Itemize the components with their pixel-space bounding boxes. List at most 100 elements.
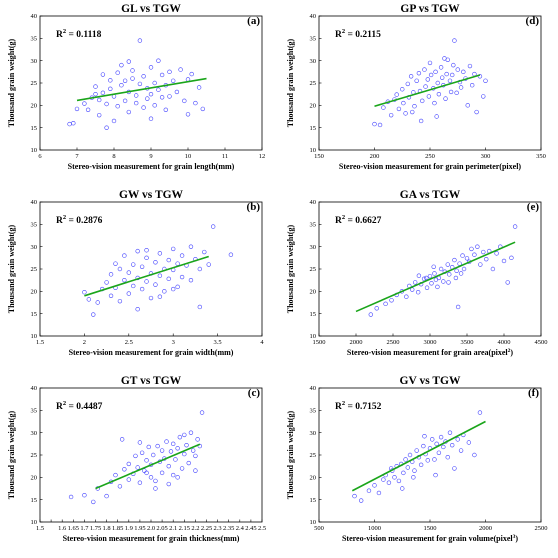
data-point	[425, 458, 430, 463]
x-tick-label: 1.75	[90, 525, 101, 532]
x-tick-label: 1.8	[103, 525, 111, 532]
y-axis-label: Thousand grain weight(g)	[7, 410, 16, 499]
x-axis-label: Stereo-vision measurement for grain peri…	[339, 162, 522, 171]
data-point	[461, 266, 467, 272]
data-point	[157, 251, 163, 256]
data-point	[381, 477, 386, 482]
data-point	[447, 430, 453, 435]
x-tick-label: 2000	[479, 525, 492, 532]
data-point	[164, 439, 169, 444]
data-point	[67, 121, 72, 127]
data-point	[494, 251, 499, 256]
data-point	[396, 478, 402, 484]
x-tick-label: 3	[172, 339, 175, 346]
y-tick-label: 15	[31, 497, 38, 504]
data-point	[381, 105, 386, 110]
data-point	[445, 455, 450, 460]
y-tick-label: 25	[310, 80, 317, 87]
data-point	[372, 483, 377, 488]
data-point	[86, 297, 92, 302]
y-tick-label: 30	[310, 244, 317, 251]
data-point	[166, 463, 171, 469]
y-tick-label: 30	[31, 430, 38, 437]
panel-tag: (c)	[248, 387, 261, 399]
data-point	[461, 69, 466, 75]
data-point	[435, 80, 440, 86]
x-tick-label: 2.15	[179, 525, 190, 532]
data-point	[460, 253, 465, 258]
data-point	[414, 78, 419, 83]
data-point	[202, 249, 207, 255]
x-tick-label: 2.25	[201, 525, 212, 532]
data-point	[122, 98, 128, 104]
x-tick-label: 2.35	[223, 525, 234, 532]
data-point	[466, 440, 472, 445]
data-point	[431, 264, 436, 269]
data-point	[478, 262, 483, 267]
data-point	[199, 410, 205, 415]
data-point	[119, 437, 125, 442]
data-point	[82, 492, 87, 498]
data-point	[186, 460, 191, 466]
data-point	[389, 298, 394, 303]
data-point	[427, 60, 433, 66]
data-point	[134, 93, 139, 98]
data-point	[189, 71, 194, 77]
data-point	[159, 72, 165, 78]
x-tick-label: 2.5	[125, 339, 133, 346]
x-tick-label: 4	[260, 339, 264, 346]
data-point	[358, 498, 364, 503]
data-point	[415, 290, 421, 295]
y-tick-label: 30	[31, 244, 38, 251]
data-point	[352, 493, 357, 499]
scatter-chart: GW vs TGW (b) R2 = 0.2876 1.5 2 2.5 3 3.5 4 10 15 2…	[7, 189, 264, 357]
data-point	[137, 480, 143, 485]
y-tick-label: 40	[310, 199, 317, 206]
x-tick-label: 2000	[350, 339, 363, 346]
scatter-chart: GP vs TGW (d) R2 = 0.2115 150 200 250 300 350 10…	[286, 3, 546, 171]
data-point	[383, 301, 388, 307]
chart-title: GT vs TGW	[121, 375, 182, 387]
data-point	[119, 83, 124, 88]
data-point	[420, 98, 425, 104]
data-point	[177, 434, 183, 440]
data-point	[144, 279, 149, 284]
data-point	[146, 444, 151, 450]
data-point	[115, 104, 120, 109]
data-point	[157, 273, 163, 278]
data-point	[436, 91, 442, 97]
data-point	[447, 272, 452, 277]
data-point	[139, 286, 145, 292]
data-point	[481, 249, 486, 255]
data-point	[196, 85, 202, 90]
data-point	[104, 125, 109, 130]
data-point	[167, 94, 172, 99]
y-tick-label: 10	[31, 147, 38, 154]
data-point	[472, 452, 477, 458]
x-tick-label: 3500	[461, 339, 474, 346]
y-tick-label: 20	[31, 103, 38, 110]
data-point	[430, 437, 435, 442]
data-point	[413, 280, 418, 285]
data-point	[451, 62, 456, 68]
data-point	[443, 96, 448, 101]
x-tick-label: 1.9	[125, 525, 133, 532]
data-point	[188, 430, 194, 435]
x-tick-label: 1.5	[36, 339, 44, 346]
data-point	[131, 262, 136, 267]
y-tick-label: 30	[31, 58, 38, 65]
x-axis-label: Stereo-vision measurement for grain area…	[347, 348, 513, 357]
data-point	[188, 244, 194, 249]
data-point	[130, 68, 135, 73]
data-point	[469, 83, 475, 88]
data-point	[434, 441, 439, 447]
data-point	[427, 273, 433, 279]
data-point	[464, 256, 470, 261]
regression-line	[95, 443, 201, 490]
data-point	[122, 78, 128, 83]
data-point	[436, 450, 442, 455]
data-point	[453, 275, 459, 281]
y-axis-label: Thousand grain weight(g)	[7, 38, 16, 127]
y-tick-label: 10	[310, 333, 317, 340]
data-point	[175, 446, 180, 451]
